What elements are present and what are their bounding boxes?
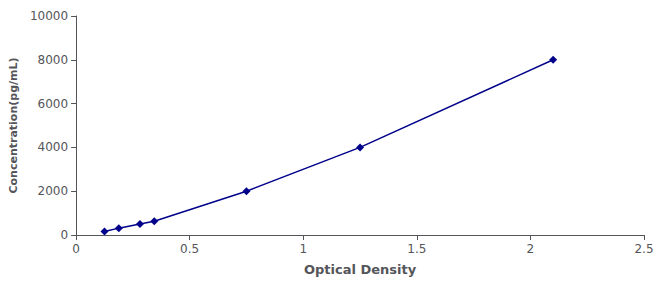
svg-text:1.5: 1.5 [407,242,426,256]
svg-text:0: 0 [60,228,68,242]
svg-text:2: 2 [527,242,535,256]
svg-text:8000: 8000 [38,53,69,67]
svg-text:10000: 10000 [30,9,68,23]
svg-text:Optical Density: Optical Density [304,262,417,277]
svg-text:2000: 2000 [38,184,69,198]
svg-text:0.5: 0.5 [180,242,199,256]
svg-text:0: 0 [72,242,80,256]
svg-text:6000: 6000 [38,97,69,111]
svg-text:Concentration(pg/mL): Concentration(pg/mL) [7,57,20,193]
svg-text:1: 1 [299,242,307,256]
svg-text:4000: 4000 [38,140,69,154]
svg-text:2.5: 2.5 [634,242,653,256]
